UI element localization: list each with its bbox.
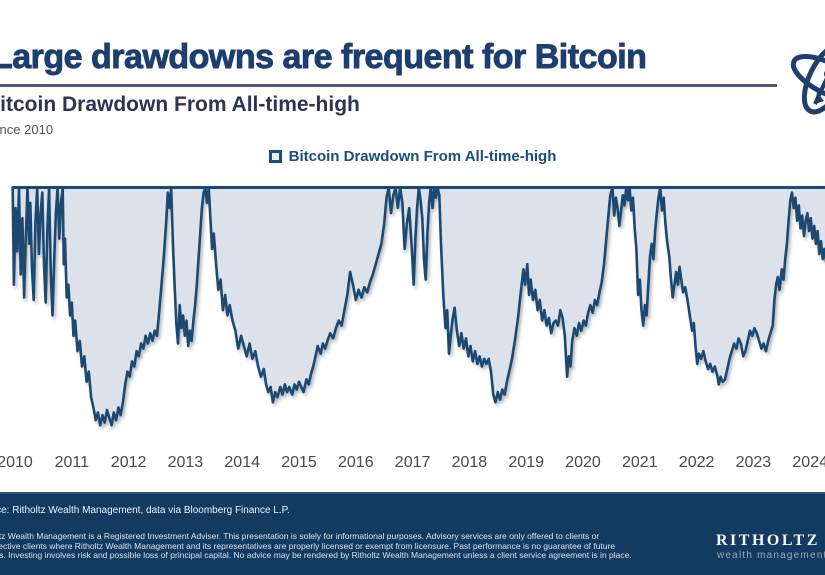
x-axis-label: 2010 (0, 454, 33, 471)
drawdown-area-chart: 2010 2011 2012 2013 2014 2015 2016 2017 2018 2019… (0, 186, 825, 471)
chart-legend: Bitcoin Drawdown From All-time-high (0, 148, 825, 165)
chart-subtitle: Bitcoin Drawdown From All-time-high (0, 93, 360, 116)
title-divider (0, 84, 777, 87)
x-axis-label: 2015 (281, 454, 317, 471)
x-axis-label: 2013 (168, 454, 204, 471)
chart-period-label: Since 2010 (0, 122, 54, 137)
ritholtz-globe-icon (790, 41, 825, 115)
x-axis-label: 2024 (792, 454, 825, 471)
footer: Source: Ritholtz Wealth Management, data… (0, 492, 825, 575)
x-axis-label: 2021 (622, 454, 658, 471)
disclaimer-line: prospective clients where Ritholtz Wealt… (0, 540, 616, 551)
x-axis-label: 2023 (736, 454, 772, 471)
page-title: Large drawdowns are frequent for Bitcoin (0, 38, 647, 77)
x-axis-label: 2014 (224, 454, 260, 471)
x-axis-label: 2017 (395, 454, 431, 471)
x-axis-label: 2012 (111, 454, 147, 471)
source-text: Source: Ritholtz Wealth Management, data… (0, 505, 290, 516)
ritholtz-wordmark: RITHOLTZ (716, 532, 820, 549)
x-axis-label: 2022 (679, 454, 715, 471)
disclaimer-text: Ritholtz Wealth Management is a Register… (0, 531, 632, 561)
legend-square-icon (268, 150, 282, 163)
disclaimer-line: returns. Investing involves risk and pos… (0, 550, 632, 561)
x-axis-label: 2016 (338, 454, 374, 471)
disclaimer-line: Ritholtz Wealth Management is a Register… (0, 531, 600, 541)
x-axis-label: 2020 (565, 454, 601, 471)
area-fill (12, 187, 825, 426)
legend-label: Bitcoin Drawdown From All-time-high (288, 148, 557, 165)
x-axis-label: 2018 (452, 454, 488, 471)
drawdown-line (11, 186, 825, 427)
x-axis-label: 2019 (508, 454, 544, 471)
x-axis-label: 2011 (55, 454, 90, 471)
ritholtz-tagline: wealth management (717, 550, 825, 561)
